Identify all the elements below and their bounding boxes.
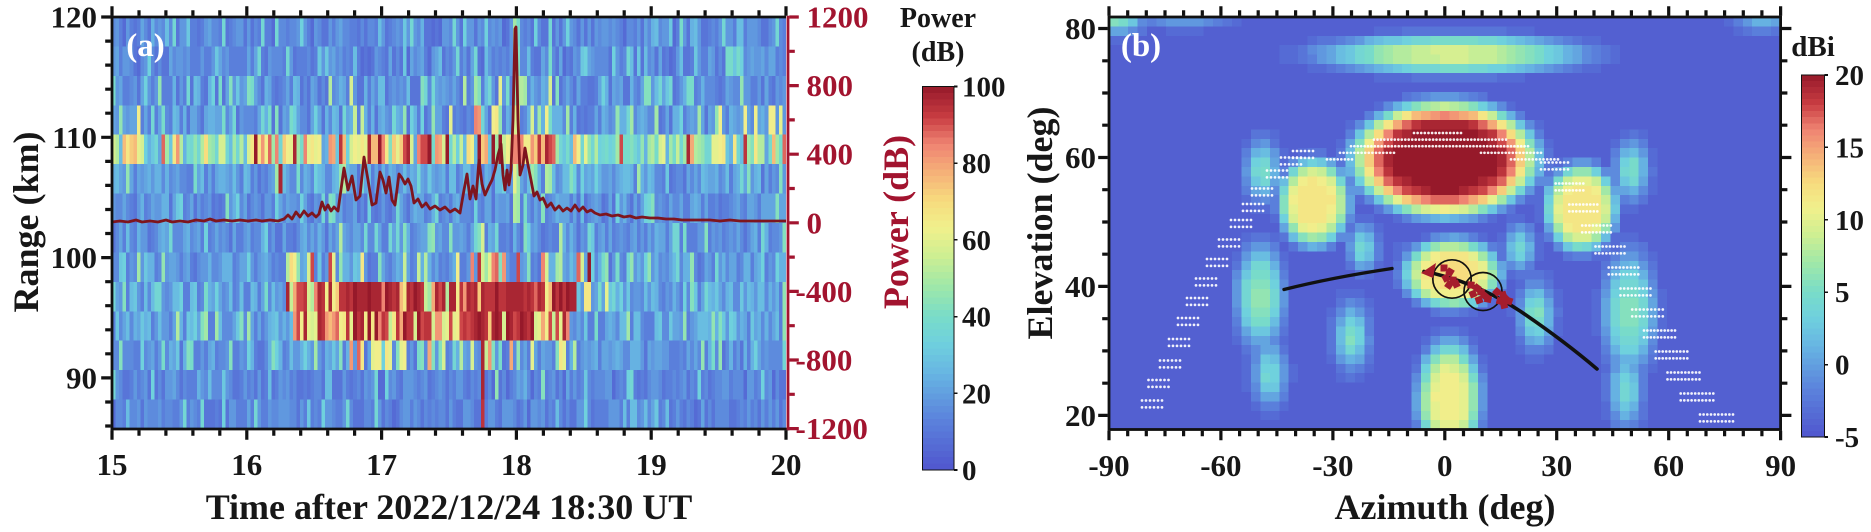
- svg-text:Range (km): Range (km): [6, 132, 46, 313]
- svg-text:20: 20: [771, 447, 802, 482]
- svg-text:16: 16: [231, 447, 262, 482]
- svg-text:Time after 2022/12/24 18:30 UT: Time after 2022/12/24 18:30 UT: [206, 487, 693, 527]
- svg-text:-5: -5: [1835, 422, 1859, 454]
- svg-text:60: 60: [1065, 140, 1096, 175]
- svg-text:(a): (a): [126, 28, 164, 64]
- svg-text:Elevation (deg): Elevation (deg): [1020, 107, 1060, 340]
- svg-text:18: 18: [501, 447, 532, 482]
- svg-text:-800: -800: [796, 343, 853, 378]
- svg-text:0: 0: [807, 205, 823, 240]
- svg-text:30: 30: [1541, 448, 1572, 483]
- svg-text:15: 15: [97, 447, 128, 482]
- svg-text:90: 90: [66, 360, 97, 395]
- svg-text:20: 20: [1065, 398, 1096, 433]
- svg-text:10: 10: [1835, 205, 1864, 237]
- svg-text:Power (dB): Power (dB): [876, 135, 916, 309]
- svg-text:120: 120: [51, 0, 98, 35]
- svg-text:100: 100: [51, 240, 98, 275]
- svg-text:dBi: dBi: [1791, 31, 1835, 63]
- svg-text:110: 110: [52, 120, 97, 155]
- svg-text:-400: -400: [796, 274, 853, 309]
- svg-text:800: 800: [807, 68, 854, 103]
- svg-text:17: 17: [366, 447, 397, 482]
- svg-text:5: 5: [1835, 277, 1850, 309]
- svg-text:-1200: -1200: [796, 411, 868, 446]
- svg-text:-30: -30: [1312, 448, 1353, 483]
- svg-text:Azimuth (deg): Azimuth (deg): [1335, 487, 1556, 527]
- svg-text:0: 0: [1835, 350, 1850, 382]
- svg-text:1200: 1200: [807, 0, 869, 35]
- svg-text:(dB): (dB): [912, 37, 965, 68]
- svg-text:0: 0: [1437, 448, 1453, 483]
- svg-text:15: 15: [1835, 132, 1864, 164]
- svg-text:40: 40: [962, 302, 991, 334]
- svg-text:400: 400: [807, 137, 854, 172]
- svg-text:80: 80: [962, 148, 991, 180]
- svg-text:100: 100: [962, 72, 1006, 104]
- svg-text:19: 19: [636, 447, 667, 482]
- svg-text:60: 60: [1653, 448, 1684, 483]
- svg-text:Power: Power: [900, 3, 976, 34]
- svg-text:-90: -90: [1088, 448, 1129, 483]
- svg-text:90: 90: [1765, 448, 1796, 483]
- svg-text:20: 20: [962, 378, 991, 410]
- svg-text:20: 20: [1835, 60, 1864, 92]
- svg-text:0: 0: [962, 455, 977, 487]
- svg-text:80: 80: [1065, 11, 1096, 46]
- svg-text:(b): (b): [1121, 28, 1161, 64]
- svg-text:40: 40: [1065, 269, 1096, 304]
- svg-text:-60: -60: [1200, 448, 1241, 483]
- svg-text:60: 60: [962, 225, 991, 257]
